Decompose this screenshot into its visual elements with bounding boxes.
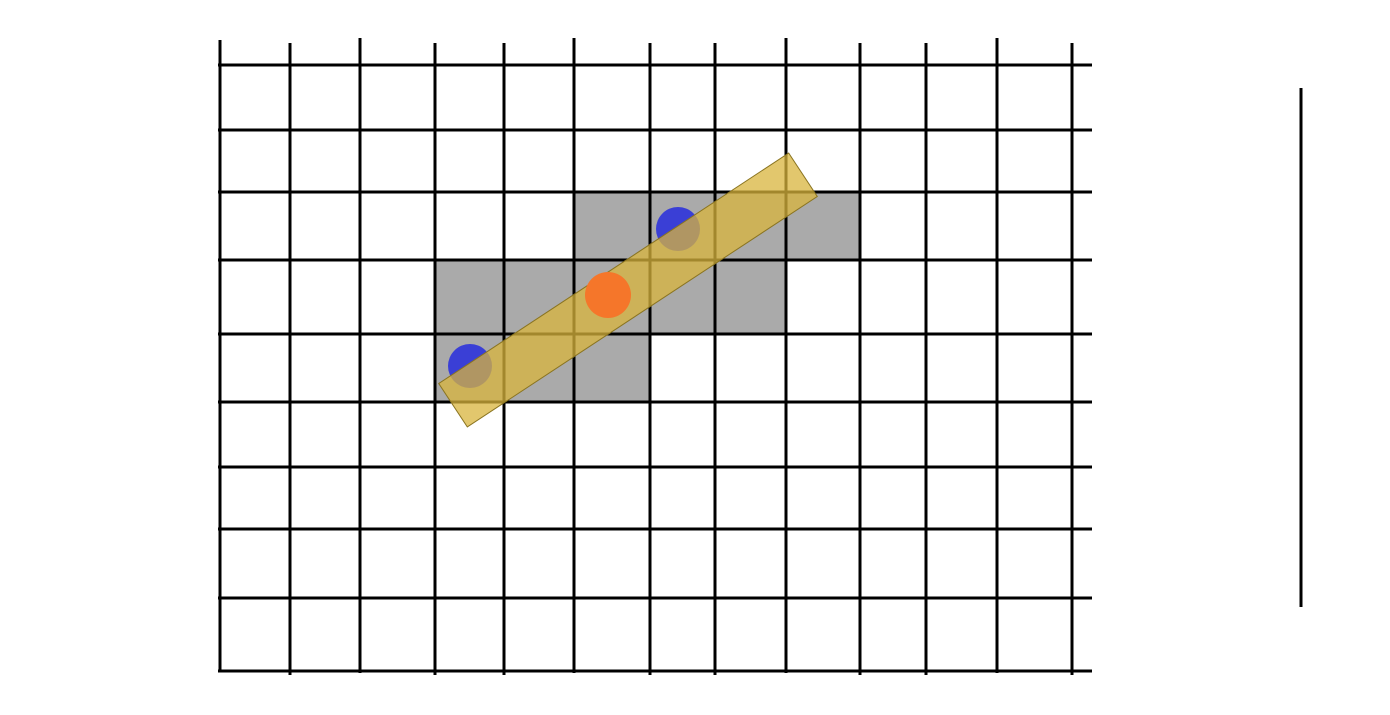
highlighted-cell bbox=[574, 192, 650, 260]
grid-lines bbox=[218, 38, 1092, 675]
line-segment-group bbox=[438, 152, 818, 428]
highlighted-cell bbox=[435, 260, 504, 334]
segment-midpoint bbox=[585, 272, 631, 318]
highlighted-cell bbox=[715, 260, 786, 334]
